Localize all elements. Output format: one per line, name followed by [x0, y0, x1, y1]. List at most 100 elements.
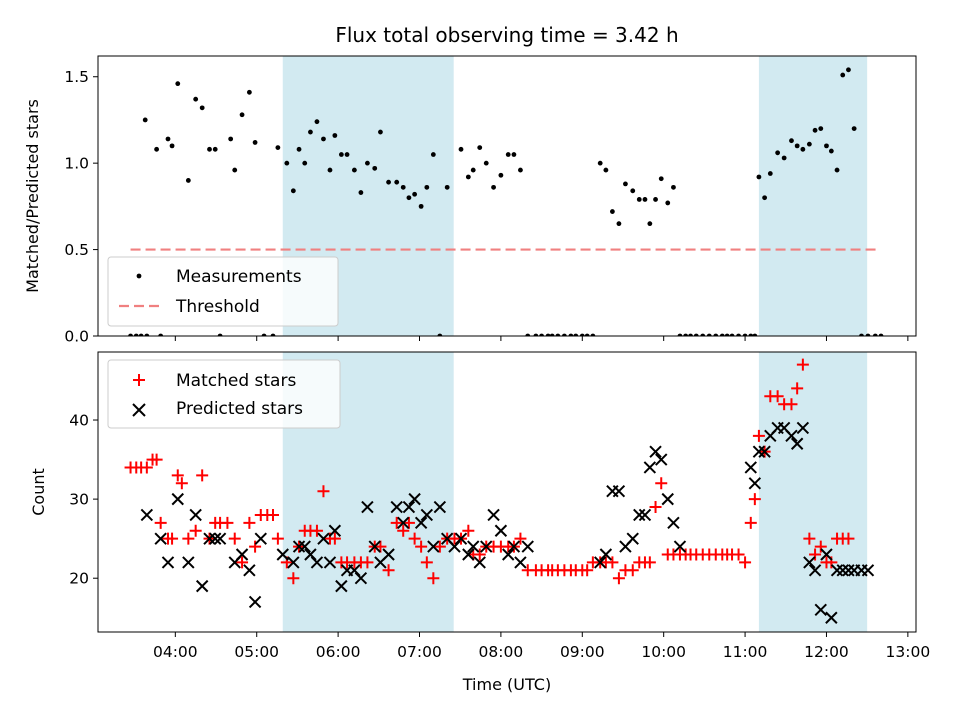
- matched-star-point: [415, 540, 428, 553]
- measurement-point: [800, 146, 806, 152]
- legend-matched-label: Matched stars: [176, 371, 296, 391]
- measurement-point: [693, 333, 699, 336]
- measurement-point: [270, 333, 276, 336]
- predicted-star-point: [820, 548, 833, 561]
- matched-star-point: [140, 461, 153, 474]
- predicted-star-point: [189, 508, 202, 522]
- measurement-point: [851, 126, 857, 131]
- x-tick-label: 07:00: [397, 643, 442, 661]
- matched-star-point: [796, 358, 809, 371]
- predicted-star-point: [182, 556, 195, 569]
- predicted-star-point: [814, 603, 827, 617]
- measurement-point: [812, 127, 818, 133]
- predicted-star-point: [414, 516, 428, 530]
- matched-star-point: [514, 532, 527, 545]
- predicted-star-point: [310, 556, 324, 569]
- predicted-star-point: [480, 540, 493, 553]
- predicted-star-point: [649, 445, 662, 458]
- predicted-star-point: [785, 429, 798, 443]
- measurement-point: [590, 333, 596, 336]
- matched-star-point: [420, 556, 433, 569]
- predicted-star-point: [433, 500, 447, 514]
- matched-star-point: [408, 532, 421, 545]
- measurement-point: [573, 333, 579, 336]
- predicted-star-point: [467, 540, 480, 553]
- predicted-star-point: [643, 461, 657, 474]
- matched-star-point: [189, 524, 202, 537]
- legend-top: Measurements Threshold: [107, 256, 339, 327]
- x-ticks-top: [174, 336, 909, 341]
- predicted-star-point: [830, 564, 844, 577]
- measurement-point: [610, 209, 615, 214]
- x-tick-label: 12:00: [804, 643, 849, 661]
- predicted-star-point: [790, 437, 804, 450]
- y-tick-label: 1.5: [64, 68, 89, 86]
- predicted-star-point: [195, 579, 209, 593]
- predicted-star-point: [390, 500, 403, 514]
- predicted-star-point: [243, 564, 256, 577]
- legend-predicted-label: Predicted stars: [176, 399, 303, 419]
- predicted-star-point: [861, 564, 875, 577]
- bottom-panel-frame: [97, 351, 917, 633]
- measurement-point: [616, 221, 622, 227]
- measurement-point: [378, 129, 383, 135]
- measurement-point: [498, 172, 504, 178]
- predicted-star-point: [487, 508, 500, 522]
- shade-layer-top: [282, 56, 868, 336]
- measurement-point: [555, 333, 561, 336]
- predicted-star-point: [808, 564, 822, 577]
- predicted-star-point: [655, 453, 668, 466]
- measurement-point: [351, 167, 357, 173]
- predicted-star-point: [803, 556, 816, 569]
- x-tick-label: 13:00: [886, 643, 931, 661]
- measurement-point: [400, 184, 406, 190]
- measurement-point: [525, 333, 531, 336]
- predicted-star-point: [335, 579, 348, 593]
- predicted-star-point: [323, 556, 337, 569]
- matched-star-point: [473, 548, 486, 561]
- measurement-point: [781, 155, 787, 161]
- measurement-point: [302, 160, 308, 166]
- measurement-point: [365, 160, 370, 166]
- predicted-star-point: [276, 548, 289, 561]
- predicted-star-point: [354, 572, 368, 585]
- predicted-star-point: [213, 532, 227, 545]
- measurement-point: [491, 184, 496, 190]
- measurement-point: [332, 133, 338, 138]
- measurement-point: [344, 152, 350, 157]
- matched-star-point: [175, 477, 188, 490]
- matched-star-point: [390, 516, 403, 529]
- measurement-point: [284, 160, 290, 166]
- predicted-star-point: [292, 540, 306, 553]
- matched-star-point: [328, 532, 341, 545]
- measurement-point: [308, 129, 313, 135]
- measurement-point: [418, 203, 424, 209]
- matched-star-point: [221, 516, 234, 529]
- measurement-point: [630, 188, 636, 194]
- x-tick-label: 10:00: [641, 643, 686, 661]
- measurement-point: [865, 333, 871, 336]
- measurement-point: [465, 174, 471, 180]
- measurement-point: [748, 333, 754, 336]
- predicted-star-point: [171, 492, 184, 506]
- measurement-point: [314, 119, 320, 125]
- matched-star-point: [606, 556, 619, 569]
- predicted-star-point: [408, 492, 421, 506]
- measurement-point: [603, 167, 609, 173]
- measurement-point: [706, 333, 712, 336]
- matched-star-point: [310, 524, 323, 537]
- predicted-star-point: [599, 548, 613, 561]
- measurement-point: [175, 81, 181, 87]
- predicted-star-point: [287, 556, 300, 569]
- measurement-point: [533, 333, 539, 336]
- matched-star-point: [182, 532, 195, 545]
- matched-star-point: [397, 524, 410, 537]
- measurement-point: [724, 333, 730, 336]
- x-ticks-bottom: 04:00 05:00 06:00 07:00 08:00 09:00 10:00 11:00…: [153, 632, 930, 661]
- measurement-point: [412, 191, 418, 197]
- measurement-point: [193, 96, 199, 102]
- measurement-point: [228, 136, 234, 142]
- matched-star-point: [581, 564, 594, 577]
- measurement-point: [579, 333, 585, 336]
- measurement-point: [818, 126, 824, 131]
